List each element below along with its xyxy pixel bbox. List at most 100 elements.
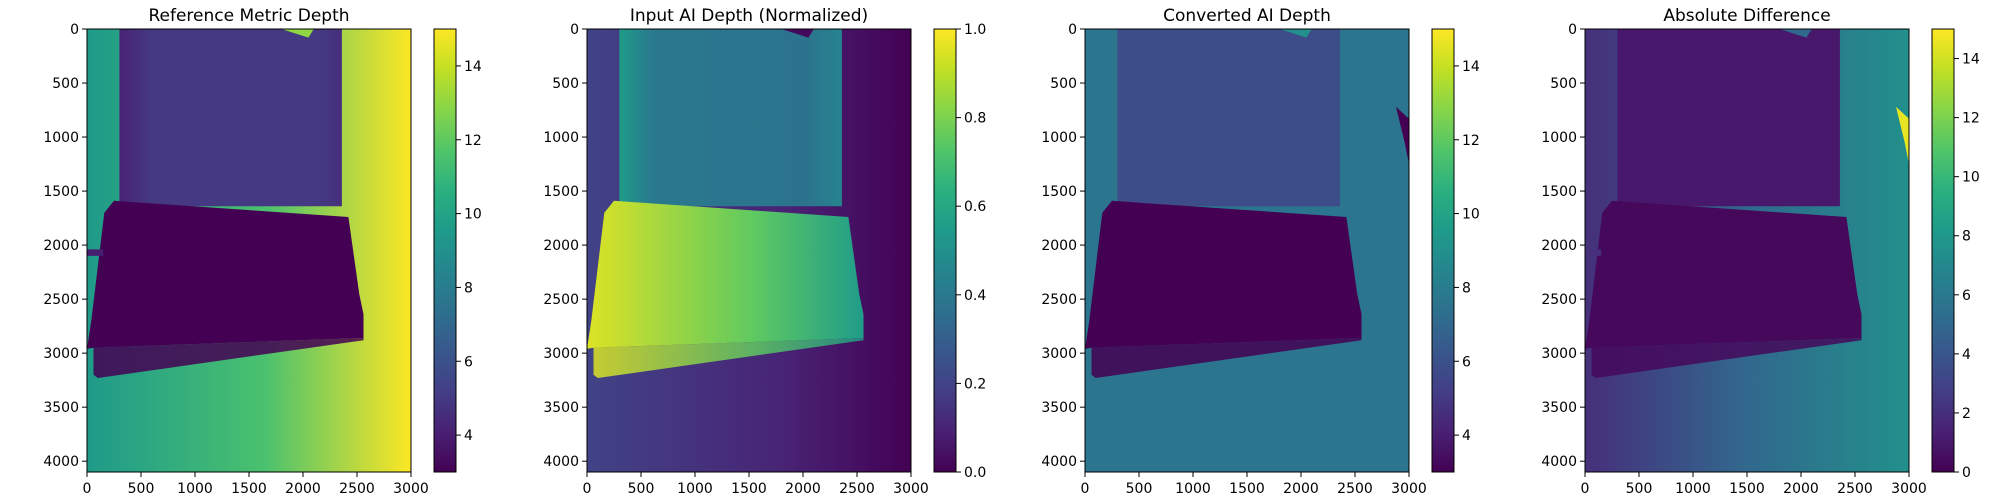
- x-tick-label: 1000: [677, 481, 713, 497]
- x-tick-label: 1000: [1175, 481, 1211, 497]
- colorbar-tick-label: 1.0: [964, 22, 986, 38]
- y-tick-label: 4000: [1041, 454, 1077, 470]
- chart-title: Absolute Difference: [1663, 6, 1830, 26]
- edge-artifact: [1396, 106, 1409, 165]
- y-tick-label: 1500: [43, 184, 79, 200]
- colorbar: [1431, 28, 1455, 473]
- y-tick-label: 3000: [1041, 346, 1077, 362]
- x-tick-label: 2000: [1783, 481, 1819, 497]
- y-tick-label: 2000: [1041, 238, 1077, 254]
- y-tick-label: 2500: [43, 292, 79, 308]
- top-artifact: [281, 29, 314, 38]
- colorbar-tick-label: 6: [1462, 354, 1471, 370]
- x-tick-label: 3000: [393, 481, 429, 497]
- subplot-2: Input AI Depth (Normalized) 0 500 1000 1500 2…: [543, 6, 986, 497]
- chart-title: Reference Metric Depth: [148, 6, 349, 26]
- colorbar: [933, 28, 957, 473]
- left-bar: [1585, 249, 1602, 256]
- y-tick-label: 3500: [543, 400, 579, 416]
- y-tick-label: 4000: [543, 454, 579, 470]
- x-tick-label: 2500: [339, 481, 375, 497]
- x-tick-label: 0: [1581, 481, 1590, 497]
- y-tick-label: 1000: [1041, 130, 1077, 146]
- x-tick-label: 0: [1081, 481, 1090, 497]
- colorbar-tick-label: 6: [464, 354, 473, 370]
- colorbar-tick-label: 12: [1962, 111, 1980, 127]
- corridor-region: [119, 29, 342, 207]
- y-tick-label: 500: [1050, 76, 1077, 92]
- y-tick-label: 1000: [43, 130, 79, 146]
- corridor-region: [1617, 29, 1840, 207]
- colorbar: [433, 28, 457, 473]
- wedge-region: [87, 200, 364, 349]
- colorbar-tick-label: 4: [464, 428, 473, 444]
- x-tick-label: 2000: [785, 481, 821, 497]
- y-tick-label: 500: [552, 76, 579, 92]
- x-tick-label: 1500: [1729, 481, 1765, 497]
- wedge-shadow: [93, 338, 364, 378]
- colorbar: [1931, 28, 1955, 473]
- x-tick-label: 500: [1126, 481, 1153, 497]
- x-tick-label: 2500: [839, 481, 875, 497]
- y-tick-label: 0: [70, 22, 79, 38]
- y-tick-label: 500: [1550, 76, 1577, 92]
- colorbar-tick-label: 4: [1962, 347, 1971, 363]
- wedge-region: [587, 200, 864, 349]
- colorbar-tick-label: 6: [1962, 288, 1971, 304]
- corridor-region: [619, 29, 842, 207]
- x-tick-label: 500: [1626, 481, 1653, 497]
- x-tick-label: 3000: [893, 481, 929, 497]
- x-tick-label: 2500: [1337, 481, 1373, 497]
- subplot-4: Absolute Difference 0 500 1000 1500 2000 2500 3…: [1541, 6, 1980, 497]
- colorbar-tick-label: 10: [464, 207, 482, 223]
- chart-title: Converted AI Depth: [1163, 6, 1331, 26]
- y-tick-label: 1500: [1041, 184, 1077, 200]
- y-tick-label: 3500: [43, 400, 79, 416]
- x-tick-label: 500: [628, 481, 655, 497]
- y-tick-label: 1500: [543, 184, 579, 200]
- y-tick-label: 2000: [1541, 238, 1577, 254]
- top-artifact: [1779, 29, 1812, 38]
- wedge-shadow: [1591, 338, 1862, 378]
- x-tick-label: 2000: [285, 481, 321, 497]
- x-tick-label: 1000: [177, 481, 213, 497]
- colorbar-tick-label: 14: [1462, 59, 1480, 75]
- colorbar-tick-label: 0: [1962, 465, 1971, 481]
- colorbar-tick-label: 8: [464, 280, 473, 296]
- y-tick-label: 2000: [43, 238, 79, 254]
- chart-title: Input AI Depth (Normalized): [630, 6, 868, 26]
- y-tick-label: 4000: [1541, 454, 1577, 470]
- y-tick-label: 3000: [43, 346, 79, 362]
- y-tick-label: 1500: [1541, 184, 1577, 200]
- x-tick-label: 2500: [1837, 481, 1873, 497]
- y-tick-label: 1000: [1541, 130, 1577, 146]
- left-bar: [87, 249, 104, 256]
- colorbar-tick-label: 0.6: [964, 199, 986, 215]
- x-tick-label: 0: [83, 481, 92, 497]
- edge-artifact: [1896, 106, 1909, 165]
- y-tick-label: 4000: [43, 454, 79, 470]
- y-tick-label: 500: [52, 76, 79, 92]
- x-tick-label: 3000: [1891, 481, 1927, 497]
- colorbar-tick-label: 0.0: [964, 465, 986, 481]
- y-tick-label: 0: [570, 22, 579, 38]
- colorbar-tick-label: 14: [464, 59, 482, 75]
- y-tick-label: 2500: [543, 292, 579, 308]
- heatmap-image-3: [1085, 29, 1409, 472]
- wedge-shadow: [593, 338, 864, 378]
- y-tick-label: 3500: [1541, 400, 1577, 416]
- wedge-region: [1085, 200, 1362, 349]
- colorbar-tick-label: 8: [1962, 229, 1971, 245]
- colorbar-tick-label: 12: [464, 133, 482, 149]
- subplot-1: Reference Metric Depth 0 500 1000 1500 2000 25…: [43, 6, 482, 497]
- x-tick-label: 3000: [1391, 481, 1427, 497]
- corridor-region: [1117, 29, 1340, 207]
- x-tick-label: 0: [583, 481, 592, 497]
- x-tick-label: 1500: [731, 481, 767, 497]
- colorbar-tick-label: 8: [1462, 280, 1471, 296]
- colorbar-tick-label: 10: [1962, 170, 1980, 186]
- y-tick-label: 2500: [1541, 292, 1577, 308]
- heatmap-image-4: [1585, 29, 1909, 472]
- colorbar-tick-label: 14: [1962, 52, 1980, 68]
